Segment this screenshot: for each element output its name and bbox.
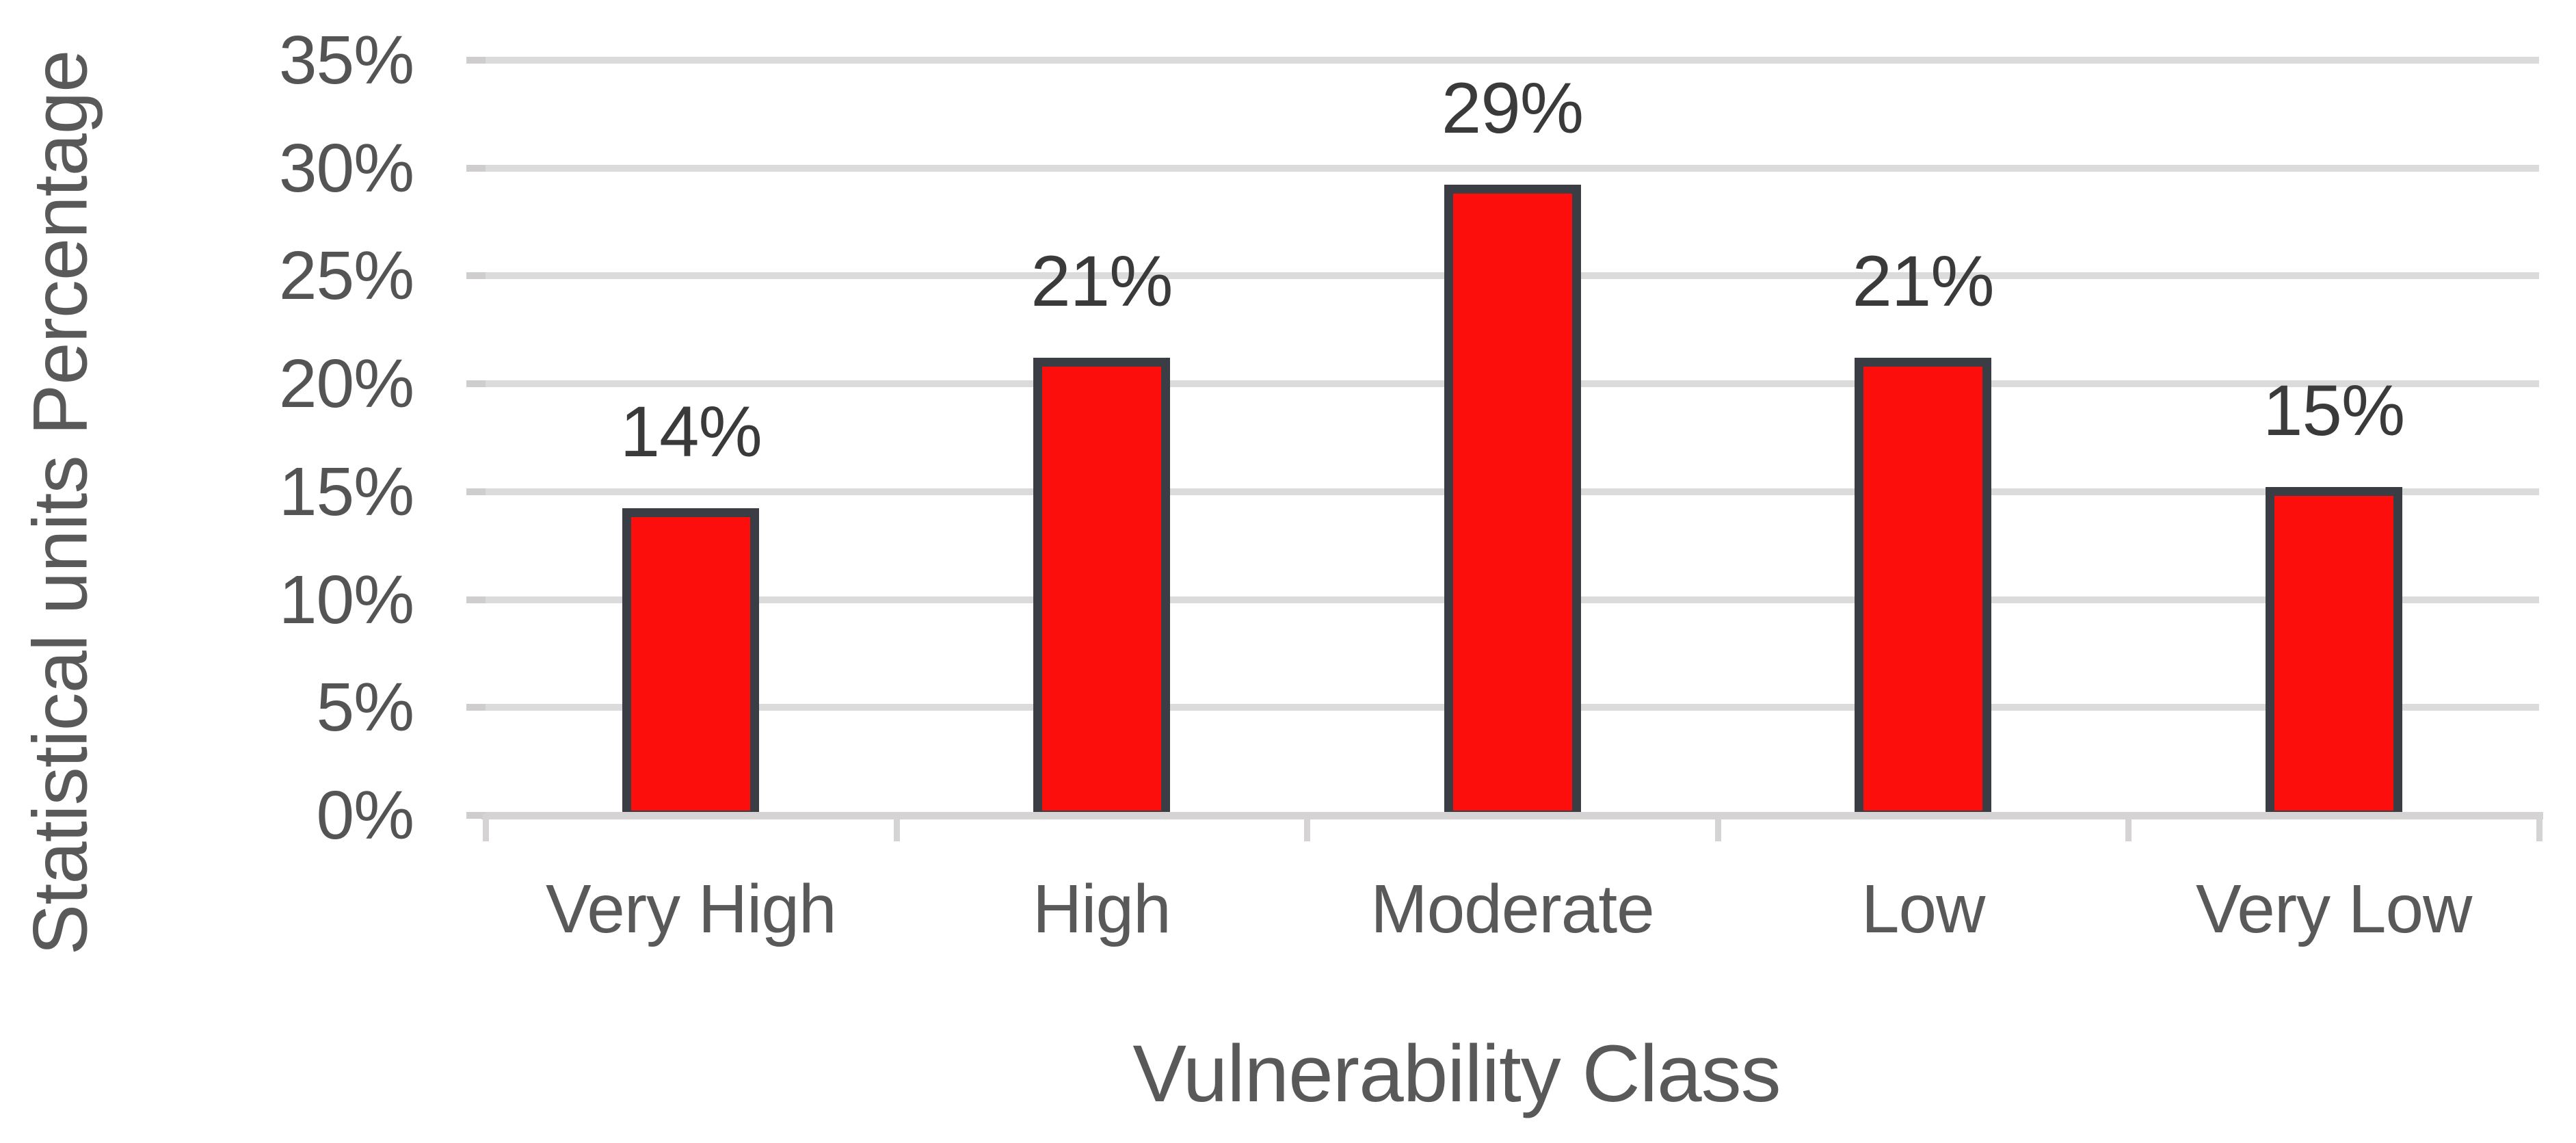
y-axis-tick-mark xyxy=(466,272,486,280)
x-axis-category-label: Very Low xyxy=(2196,871,2472,947)
bar xyxy=(1855,357,1992,819)
x-axis-category-label: High xyxy=(1033,871,1171,947)
y-axis-tick-label: 35% xyxy=(278,22,414,98)
bar xyxy=(2265,486,2402,819)
x-axis-tick-mark xyxy=(2125,814,2132,841)
y-axis-tick-label: 30% xyxy=(278,129,414,207)
data-label: 15% xyxy=(2263,370,2405,451)
x-axis-tick-mark xyxy=(1304,814,1311,841)
y-axis-tick-mark xyxy=(466,164,486,172)
y-axis-title: Statistical units Percentage xyxy=(17,50,103,956)
y-axis-tick-mark xyxy=(466,704,486,711)
data-label: 21% xyxy=(1852,241,1995,321)
x-axis-category-label: Low xyxy=(1861,871,1985,947)
bar xyxy=(622,508,760,819)
gridline xyxy=(486,57,2539,64)
y-axis-tick-label: 25% xyxy=(278,237,414,315)
x-axis-title: Vulnerability Class xyxy=(1132,1029,1781,1119)
bar xyxy=(1033,357,1170,819)
y-axis-tick-mark xyxy=(466,57,486,64)
y-axis-tick-mark xyxy=(466,380,486,388)
y-axis-tick-mark xyxy=(466,812,486,819)
y-axis-tick-label: 10% xyxy=(278,561,414,638)
y-axis-tick-label: 20% xyxy=(278,345,414,423)
bar xyxy=(1444,185,1581,819)
y-axis-tick-label: 0% xyxy=(316,777,414,854)
x-axis-line xyxy=(481,812,2543,819)
x-axis-tick-mark xyxy=(2536,814,2542,841)
gridline xyxy=(486,164,2539,172)
x-axis-tick-mark xyxy=(1714,814,1721,841)
data-label: 29% xyxy=(1441,68,1584,149)
y-axis-tick-label: 15% xyxy=(278,453,414,530)
x-axis-category-label: Moderate xyxy=(1370,871,1654,947)
x-axis-tick-mark xyxy=(893,814,900,841)
x-axis-category-label: Very High xyxy=(546,871,837,947)
data-label: 21% xyxy=(1031,241,1173,321)
y-axis-tick-label: 5% xyxy=(316,669,414,746)
plot-area xyxy=(481,57,2543,819)
data-label: 14% xyxy=(620,392,762,473)
y-axis-tick-mark xyxy=(466,596,486,603)
y-axis-tick-mark xyxy=(466,488,486,495)
x-axis-tick-mark xyxy=(483,814,489,841)
